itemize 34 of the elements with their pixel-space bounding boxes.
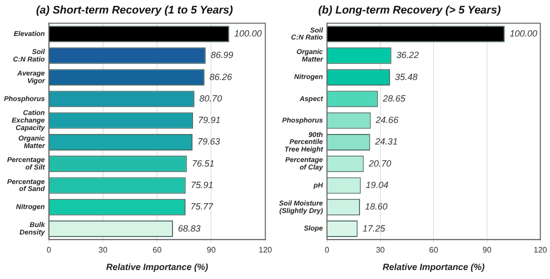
chart-title: (a) Short-term Recovery (1 to 5 Years) [36,4,234,17]
data-label: 35.48 [395,72,418,82]
data-label: 100.00 [234,28,262,39]
data-label: 100.00 [510,28,538,39]
x-tick-label: 60 [429,246,439,255]
data-label: 80.70 [199,93,222,104]
chart-title: (b) Long-term Recovery (> 5 Years) [318,4,502,17]
data-label: 68.83 [178,223,201,234]
data-label: 24.66 [374,115,398,126]
x-tick-label: 120 [534,246,548,255]
data-label: 79.91 [198,115,221,126]
data-label: 17.25 [362,223,386,234]
x-tick-label: 60 [152,246,162,255]
data-label: 18.60 [365,202,388,212]
x-tick-label: 120 [258,246,273,255]
data-label: 20.70 [368,158,392,168]
data-label: 24.31 [374,136,398,147]
data-label: 75.91 [190,180,214,190]
x-axis-title: Relative Importance (%) [106,262,208,272]
data-label: 76.51 [192,158,214,168]
x-tick-label: 0 [46,246,52,255]
x-tick-label: 0 [324,246,330,255]
data-label: 79.63 [197,136,220,147]
x-tick-label: 90 [482,246,492,255]
data-label: 75.77 [190,202,214,212]
x-tick-label: 30 [98,246,108,255]
x-tick-label: 90 [206,246,216,255]
x-tick-label: 30 [376,246,386,255]
data-label: 36.22 [396,50,419,60]
data-label: 28.65 [382,93,406,104]
data-label: 19.04 [366,180,388,190]
data-label: 86.99 [210,50,234,60]
data-label: 86.26 [209,72,232,82]
x-axis-title: Relative Importance (%) [382,262,485,272]
